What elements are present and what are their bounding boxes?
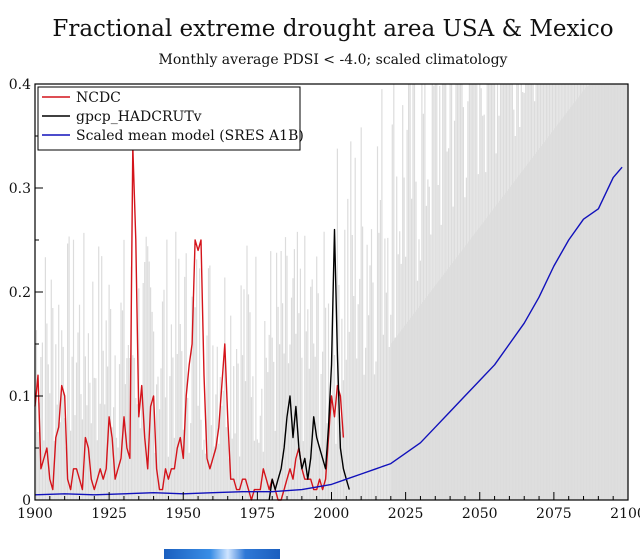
x-tick-label: 1975 (240, 506, 276, 522)
chart-subtitle: Monthly average PDSI < -4.0; scaled clim… (158, 52, 508, 68)
climatology-band (34, 84, 629, 500)
y-tick-label: 0.3 (9, 181, 31, 197)
x-tick-label: 1950 (165, 506, 201, 522)
legend-box (37, 86, 301, 151)
y-tick-label: 0.1 (9, 389, 31, 405)
y-tick-label: 0.2 (9, 285, 31, 301)
legend: NCDC gpcp_HADCRUTv Scaled mean model (SR… (37, 86, 304, 151)
x-tick-label: 2050 (462, 506, 498, 522)
climatology-fill (390, 84, 628, 500)
logo-strip (164, 549, 280, 559)
x-tick-label: 2075 (536, 506, 572, 522)
x-tick-label: 2000 (314, 506, 350, 522)
legend-label-model: Scaled mean model (SRES A1B) (76, 128, 304, 144)
legend-label-ncdc: NCDC (76, 90, 121, 106)
x-tick-label: 1900 (17, 506, 53, 522)
x-tick-label: 1925 (91, 506, 127, 522)
legend-label-gpcp: gpcp_HADCRUTv (76, 109, 202, 125)
series-line-0 (34, 145, 345, 501)
x-tick-label: 2025 (388, 506, 424, 522)
y-tick-label: 0 (22, 493, 31, 509)
y-tick-label: 0.4 (9, 77, 31, 93)
chart-title: Fractional extreme drought area USA & Me… (52, 16, 614, 42)
series-line-1 (268, 228, 350, 501)
